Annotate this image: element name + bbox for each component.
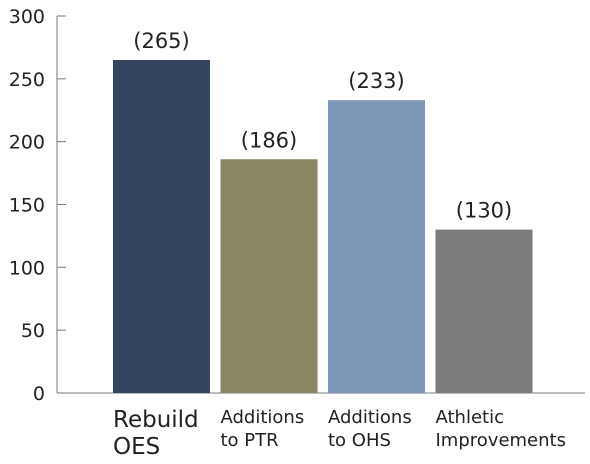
category-label-4: Athletic Improvements <box>436 407 566 451</box>
y-tick-label-150: 150 <box>9 195 45 217</box>
data-label-3: (233) <box>348 69 404 93</box>
y-tick-label-100: 100 <box>9 257 45 279</box>
bar-3 <box>328 100 425 394</box>
y-tick-label-250: 250 <box>9 69 45 91</box>
data-label-4: (130) <box>456 199 512 223</box>
category-label-3: Additions to OHS <box>328 407 412 451</box>
data-label-2: (186) <box>241 128 297 152</box>
bar-4 <box>435 229 533 393</box>
bar-2 <box>220 159 318 393</box>
data-label-1: (265) <box>133 29 189 53</box>
category-label-2: Additions to PTR <box>221 407 305 451</box>
y-tick-label-50: 50 <box>21 320 45 342</box>
y-tick-label-200: 200 <box>9 132 45 154</box>
bar-1 <box>113 59 210 393</box>
category-label-1: Rebuild OES <box>113 407 199 460</box>
y-tick-label-0: 0 <box>33 383 45 405</box>
y-tick-label-300: 300 <box>9 6 45 28</box>
